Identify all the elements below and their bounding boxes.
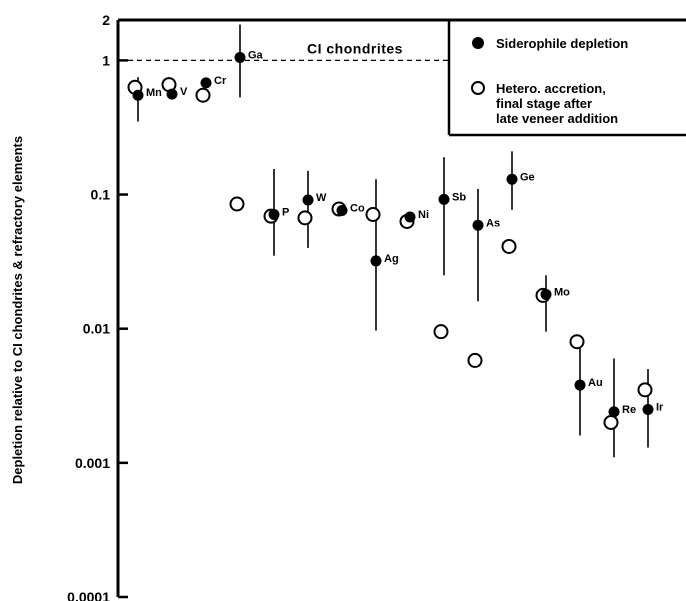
depletion-point	[608, 406, 620, 418]
element-w: W	[297, 170, 327, 248]
element-au: Au	[569, 334, 603, 436]
element-as: As	[467, 188, 500, 368]
element-label: Ga	[248, 50, 264, 62]
legend-entry-accretion-line-2: final stage after	[496, 96, 592, 111]
element-ge: Ge	[501, 151, 535, 254]
depletion-point	[234, 52, 246, 64]
element-label: Ni	[418, 209, 429, 221]
depletion-point	[506, 173, 518, 185]
element-sb: Sb	[433, 157, 466, 340]
element-label: P	[282, 206, 289, 218]
y-tick-label: 0.001	[75, 455, 110, 471]
y-tick-label: 2	[102, 12, 110, 28]
y-tick-label: 0.01	[83, 321, 110, 337]
data-marks: Mn V Cr Ga P W Co Ag Ni Sb As Ge Mo Au Re Ir	[127, 24, 664, 458]
depletion-point	[438, 193, 450, 205]
depletion-point	[268, 208, 280, 220]
accretion-point	[365, 206, 381, 222]
depletion-point	[166, 88, 178, 100]
element-label: Re	[622, 404, 636, 416]
y-tick-label: 0.0001	[67, 589, 110, 601]
accretion-point	[501, 238, 517, 254]
legend-entry-accretion-line-3: late veneer addition	[496, 111, 618, 126]
legend-entry-siderophile: Siderophile depletion	[496, 36, 628, 51]
element-cr: Cr	[195, 75, 227, 103]
legend-entry-accretion-line-1: Hetero. accretion,	[496, 81, 606, 96]
depletion-point	[302, 194, 314, 206]
depletion-point	[472, 219, 484, 231]
element-label: As	[486, 217, 500, 229]
accretion-point	[229, 196, 245, 212]
element-label: Ag	[384, 253, 399, 265]
element-label: Cr	[214, 75, 227, 87]
accretion-point	[195, 87, 211, 103]
element-ni: Ni	[399, 209, 429, 229]
element-p: P	[263, 169, 289, 256]
legend: Siderophile depletion Hetero. accretion,…	[447, 20, 686, 137]
element-label: Ir	[656, 401, 664, 413]
accretion-point	[637, 382, 653, 398]
accretion-point	[433, 324, 449, 340]
depletion-point	[200, 77, 212, 89]
y-ticks: 2 1 0.1 0.01 0.001 0.0001	[67, 12, 128, 601]
element-re: Re	[603, 358, 636, 458]
accretion-point	[569, 334, 585, 350]
element-mo: Mo	[535, 275, 570, 332]
element-co: Co	[331, 201, 365, 217]
element-label: Sb	[452, 191, 466, 203]
depletion-point	[574, 379, 586, 391]
element-label: Ge	[520, 171, 535, 183]
element-label: V	[180, 86, 188, 98]
element-label: Co	[350, 203, 365, 215]
depletion-point	[404, 211, 416, 223]
ci-chondrites-label: CI chondrites	[307, 40, 403, 56]
element-mn: Mn	[127, 77, 162, 122]
y-tick-label: 0.1	[91, 187, 111, 203]
element-ir: Ir	[637, 369, 664, 448]
element-ga: Ga	[229, 24, 264, 212]
depletion-point	[132, 89, 144, 101]
depletion-point	[642, 403, 654, 415]
depletion-point	[336, 205, 348, 217]
element-label: Au	[588, 377, 603, 389]
element-ag: Ag	[365, 179, 399, 331]
accretion-point	[603, 414, 619, 430]
legend-open-marker	[471, 81, 485, 95]
legend-filled-marker	[472, 37, 484, 49]
y-axis-label: Depletion relative to CI chondrites & re…	[10, 136, 25, 484]
accretion-point	[467, 352, 483, 368]
element-label: Mn	[146, 87, 162, 99]
element-label: Mo	[554, 286, 570, 298]
element-label: W	[316, 192, 327, 204]
y-tick-label: 1	[102, 52, 110, 68]
element-v: V	[161, 77, 188, 100]
depletion-point	[370, 255, 382, 267]
depletion-point	[540, 288, 552, 300]
accretion-point	[297, 210, 313, 226]
